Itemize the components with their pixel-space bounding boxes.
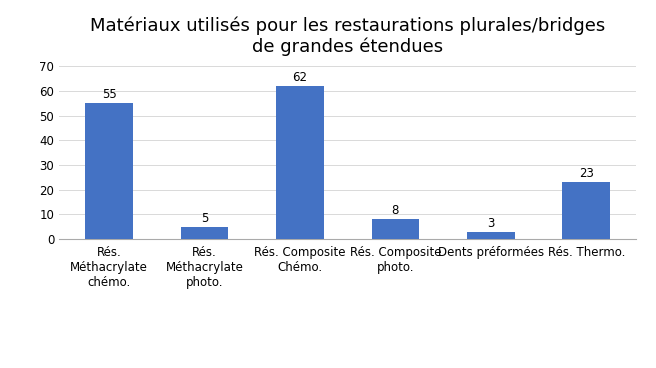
- Text: 3: 3: [487, 217, 495, 230]
- Text: 23: 23: [579, 167, 594, 180]
- Text: 8: 8: [392, 205, 399, 217]
- Bar: [85, 103, 133, 239]
- Text: 5: 5: [201, 212, 208, 225]
- Title: Matériaux utilisés pour les restaurations plurales/bridges
de grandes étendues: Matériaux utilisés pour les restauration…: [90, 17, 605, 56]
- Bar: [276, 86, 324, 239]
- Text: 62: 62: [293, 71, 308, 84]
- Bar: [180, 227, 228, 239]
- Bar: [371, 219, 419, 239]
- Bar: [562, 183, 610, 239]
- Bar: [467, 232, 515, 239]
- Text: 55: 55: [102, 88, 117, 101]
